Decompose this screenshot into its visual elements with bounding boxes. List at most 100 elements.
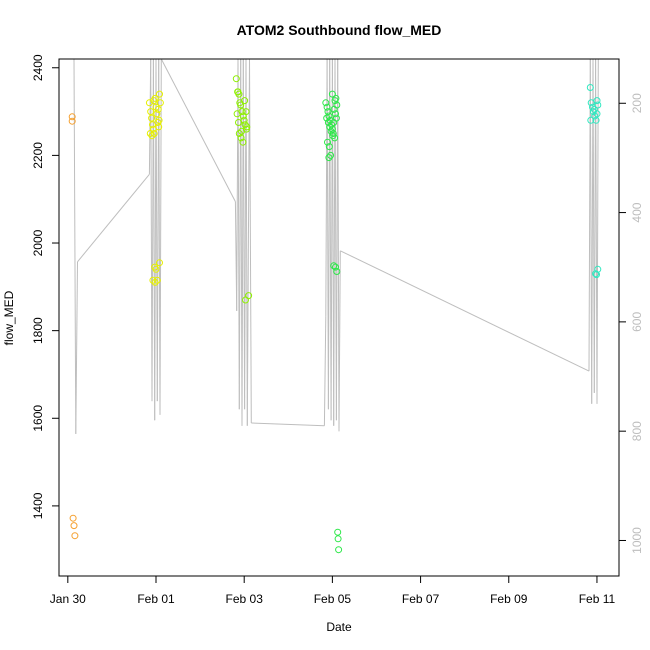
x-tick-label: Jan 30 [50, 592, 86, 606]
data-point [591, 112, 599, 120]
line-segment [340, 250, 590, 372]
data-point [235, 130, 243, 137]
data-point [331, 97, 339, 105]
data-point [594, 101, 602, 109]
data-point [241, 97, 249, 105]
data-point [69, 514, 77, 522]
data-point [325, 112, 333, 120]
data-point [333, 268, 341, 275]
data-point [156, 99, 164, 107]
y-tick-label: 2400 [31, 54, 45, 81]
x-axis: Jan 30 Feb 01 Feb 03 Feb 05 Feb 07 Feb 09 Feb … [50, 575, 616, 606]
data-point [323, 103, 331, 111]
data-point [68, 117, 76, 125]
x-tick-label: Feb 03 [226, 592, 264, 606]
data-point [586, 84, 594, 91]
data-point [592, 116, 600, 124]
data-point [150, 130, 158, 137]
line-segment [77, 173, 150, 263]
data-point [593, 97, 601, 105]
data-point [233, 110, 241, 118]
data-point [232, 75, 240, 83]
data-point [237, 134, 245, 142]
line-segment [249, 58, 252, 424]
data-point [324, 138, 331, 146]
x-axis-label: Date [326, 620, 352, 634]
y-tick-label: 1400 [31, 492, 45, 519]
data-point [325, 154, 333, 162]
right-tick-label: 200 [630, 93, 644, 113]
right-tick-label: 400 [630, 202, 644, 222]
data-point [330, 262, 338, 270]
data-point [71, 532, 79, 540]
line-segment [73, 58, 77, 434]
data-point [322, 99, 330, 107]
data-point [324, 119, 332, 126]
y-axis: 1400 1600 1800 2000 2200 2400 [31, 54, 60, 519]
data-point [152, 265, 160, 273]
data-point [330, 105, 338, 113]
data-point [148, 114, 156, 122]
data-point [327, 151, 335, 159]
data-point [332, 114, 340, 122]
line-segment [323, 316, 327, 426]
data-point [587, 116, 595, 124]
data-point [324, 108, 332, 116]
data-point [151, 278, 159, 286]
data-point [156, 259, 163, 267]
data-point [327, 127, 335, 135]
data-point [326, 123, 334, 131]
line-segment [160, 58, 236, 202]
data-point [587, 99, 595, 107]
data-point [153, 276, 161, 284]
x-tick-label: Feb 07 [402, 592, 440, 606]
x-tick-label: Feb 01 [137, 592, 175, 606]
data-point [334, 535, 342, 543]
data-point [334, 528, 342, 536]
y-tick-label: 2000 [31, 229, 45, 256]
line-segment [251, 422, 325, 427]
data-point [245, 292, 253, 300]
data-point [154, 105, 162, 113]
y-axis-label: flow_MED [2, 290, 16, 345]
data-point [153, 110, 161, 118]
data-point [332, 263, 339, 271]
data-point [155, 116, 163, 124]
line-segment [338, 250, 341, 432]
data-point [146, 130, 154, 137]
data-point [323, 114, 331, 122]
right-axis: 200 400 600 800 1000 [618, 93, 644, 554]
x-tick-label: Feb 11 [579, 592, 616, 606]
data-point [329, 132, 337, 140]
data-point [593, 110, 601, 118]
line-segment [246, 58, 250, 426]
data-point [335, 546, 343, 554]
data-point [156, 90, 163, 98]
y-tick-label: 1800 [31, 317, 45, 344]
data-point [325, 143, 333, 151]
data-point [328, 90, 336, 98]
data-point [243, 123, 251, 131]
data-point [234, 88, 242, 96]
data-point [68, 113, 76, 121]
data-point [145, 99, 153, 107]
data-point [238, 127, 246, 135]
y-tick-label: 1600 [31, 405, 45, 432]
data-point [332, 110, 339, 118]
data-point [592, 270, 600, 278]
chart-title: ATOM2 Southbound flow_MED [237, 22, 442, 38]
data-point [149, 276, 157, 284]
line-segment [245, 58, 248, 426]
data-point [147, 108, 155, 116]
x-tick-label: Feb 09 [490, 592, 528, 606]
data-point [326, 116, 334, 124]
data-point [242, 108, 250, 116]
point-series [68, 75, 602, 554]
y-tick-label: 2200 [31, 142, 45, 169]
data-point [331, 134, 339, 142]
line-segment [75, 261, 78, 434]
right-tick-label: 1000 [630, 527, 644, 554]
data-point [152, 103, 160, 111]
